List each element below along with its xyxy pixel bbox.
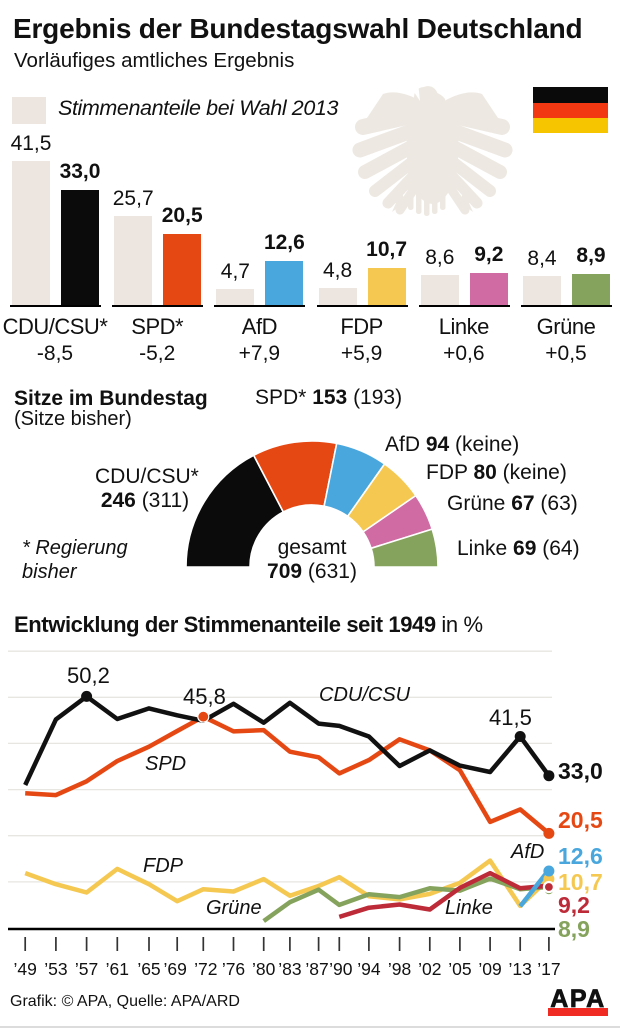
svg-text:’17: ’17 bbox=[537, 959, 560, 979]
svg-text:’98: ’98 bbox=[388, 959, 411, 979]
svg-text:’72: ’72 bbox=[194, 959, 217, 979]
svg-text:’65: ’65 bbox=[137, 959, 160, 979]
svg-text:’83: ’83 bbox=[278, 959, 301, 979]
svg-text:’13: ’13 bbox=[509, 959, 532, 979]
svg-text:’57: ’57 bbox=[75, 959, 98, 979]
svg-text:’05: ’05 bbox=[448, 959, 471, 979]
svg-text:’61: ’61 bbox=[106, 959, 129, 979]
svg-text:’69: ’69 bbox=[164, 959, 187, 979]
svg-text:’53: ’53 bbox=[44, 959, 67, 979]
svg-text:’80: ’80 bbox=[252, 959, 276, 979]
svg-text:’02: ’02 bbox=[418, 959, 441, 979]
svg-text:’90: ’90 bbox=[329, 959, 353, 979]
svg-text:’76: ’76 bbox=[222, 959, 245, 979]
svg-text:’87: ’87 bbox=[305, 959, 328, 979]
svg-text:’49: ’49 bbox=[14, 959, 37, 979]
svg-text:’94: ’94 bbox=[357, 959, 381, 979]
svg-text:’09: ’09 bbox=[478, 959, 501, 979]
